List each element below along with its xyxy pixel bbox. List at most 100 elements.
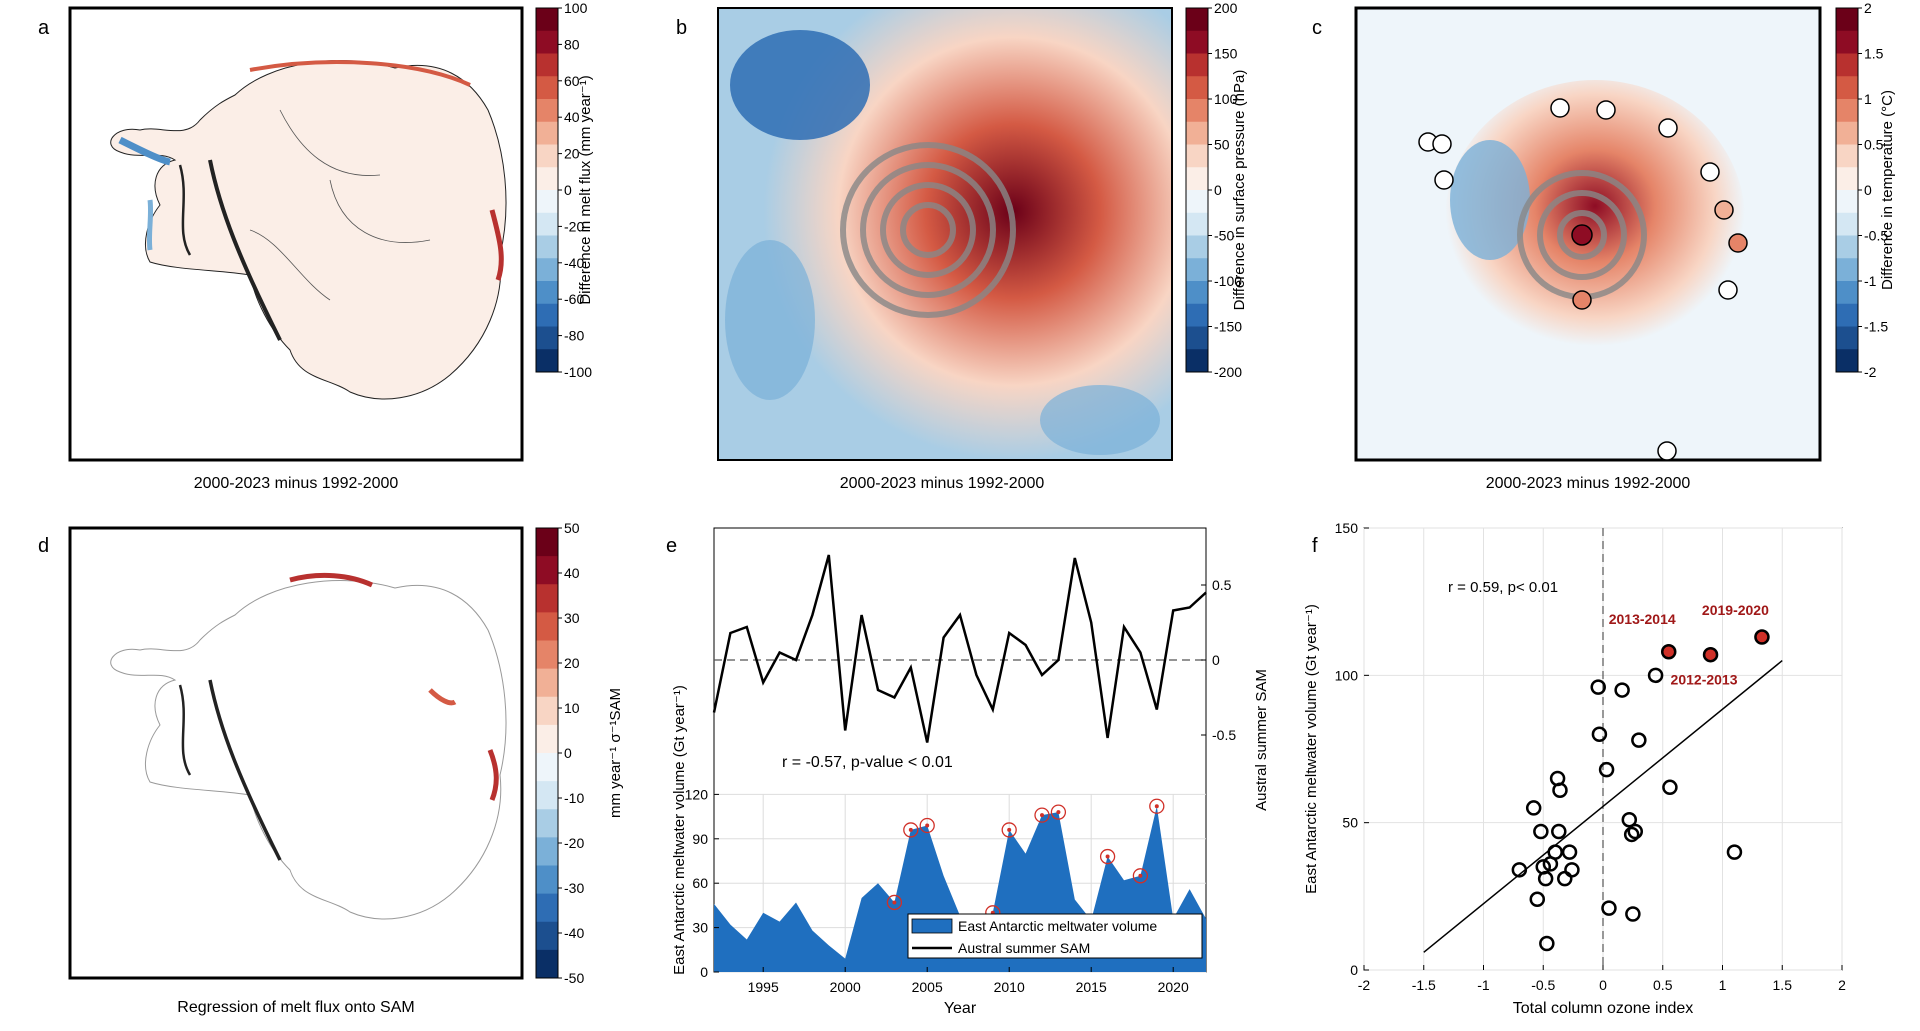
highlight-point — [1154, 804, 1159, 809]
colorbar-a-segment — [536, 167, 558, 191]
scatter-point — [1598, 761, 1615, 778]
colorbar-b-segment — [1186, 349, 1208, 373]
antarctica-landmass-a — [110, 60, 507, 400]
scatter-point — [1726, 844, 1743, 860]
scatter-point — [1529, 891, 1546, 908]
colorbar-a-tick-label: 0 — [564, 182, 572, 198]
colorbar-b-segment — [1186, 53, 1208, 77]
highlighted-point-label: 2012-2013 — [1671, 672, 1738, 688]
colorbar-b-segment — [1186, 76, 1208, 100]
panel-e-xtick-label: 2020 — [1158, 979, 1189, 995]
colorbar-a-tick-label: 80 — [564, 36, 580, 52]
panel-e-ytick-label: 90 — [692, 831, 708, 847]
colorbar-d-segment — [536, 696, 558, 726]
panel-b-map — [717, 7, 1173, 461]
colorbar-b-label: Difference in surface pressure (hPa) — [1231, 70, 1248, 311]
panel-letter-f: f — [1312, 535, 1318, 557]
panel-e-xtick-label: 2005 — [912, 979, 943, 995]
colorbar-d-segment — [536, 753, 558, 782]
scatter-point — [1552, 782, 1568, 799]
colorbar-c-tick-label: -2 — [1864, 364, 1877, 380]
colorbar-d-segment — [536, 893, 558, 923]
panel-d-map — [68, 526, 524, 980]
highlight-point — [1105, 854, 1110, 859]
colorbar-a-segment — [536, 76, 558, 100]
highlighted-point-label: 2019-2020 — [1702, 602, 1769, 618]
colorbar-d-segment — [536, 921, 558, 951]
highlight-circle — [1050, 804, 1067, 820]
colorbar-d-tick-label: 20 — [564, 655, 580, 671]
highlight-point — [925, 823, 930, 828]
scatter-point — [1621, 811, 1638, 828]
panel-e-xtick-label: 2015 — [1076, 979, 1107, 995]
highlight-point — [892, 900, 897, 905]
highlighted-point-label: 2013-2014 — [1609, 611, 1676, 627]
colorbar-d-segment — [536, 865, 558, 895]
colorbar-d-tick-label: 10 — [564, 700, 580, 716]
colorbar-a-tick-label: -20 — [564, 218, 584, 234]
panel-e-legend: East Antarctic meltwater volume Austral … — [907, 913, 1203, 959]
panel-letter-a: a — [38, 17, 50, 39]
scatter-point — [1564, 862, 1580, 878]
panel-f-xlabel: Total column ozone index — [1513, 1000, 1694, 1017]
panel-letter-b: b — [676, 17, 687, 39]
panel-f-xtick-label: 2 — [1838, 977, 1846, 993]
panel-letter-d: d — [38, 535, 49, 557]
highlight-circle — [1001, 822, 1017, 838]
colorbar-b-segment — [1186, 99, 1208, 123]
colorbar-d-tick-label: 50 — [564, 520, 580, 536]
panel-f-ytick-label: 50 — [1342, 815, 1358, 831]
highlight-point — [1138, 873, 1143, 878]
colorbar-a-tick-label: -100 — [564, 364, 592, 380]
colorbar-b-segment — [1186, 235, 1208, 259]
panel-f-ytick-label: 0 — [1350, 962, 1358, 978]
colorbar-b-segment — [1186, 303, 1208, 327]
colorbar-c-segment — [1836, 303, 1858, 327]
panel-a-map — [68, 6, 524, 462]
panel-f-ylabel: East Antarctic meltwater volume (Gt year… — [1303, 604, 1320, 894]
colorbar-c-segment — [1836, 281, 1858, 305]
highlight-point — [1056, 810, 1061, 815]
colorbar-a-segment — [536, 303, 558, 327]
panel-f-ytick-label: 150 — [1335, 520, 1359, 536]
colorbar-c-label: Difference in temperature (°C) — [1879, 90, 1896, 290]
highlight-circle — [903, 822, 919, 838]
highlight-circle — [886, 894, 903, 911]
colorbar-c-segment — [1836, 258, 1858, 282]
panel-d-caption: Regression of melt flux onto SAM — [177, 999, 414, 1016]
colorbar-b-tick-label: 0 — [1214, 182, 1222, 198]
colorbar-a-segment — [536, 281, 558, 305]
colorbar-c-segment — [1836, 144, 1858, 168]
colorbar-c-segment — [1836, 30, 1858, 54]
colorbar-d-segment — [536, 949, 558, 979]
panel-e-ytick-label: 60 — [692, 875, 708, 891]
panel-f-xtick-label: 1.5 — [1773, 977, 1793, 993]
highlight-point — [908, 827, 913, 832]
panel-e-annotation: r = -0.57, p-value < 0.01 — [782, 754, 953, 771]
colorbar-c-tick-label: -1 — [1864, 273, 1877, 289]
scatter-point — [1561, 844, 1578, 860]
colorbar-c-segment — [1836, 235, 1858, 259]
panel-f-ytick-label: 100 — [1335, 667, 1359, 683]
highlight-circle — [919, 817, 935, 834]
colorbar-c-segment — [1836, 167, 1858, 191]
legend-label-meltwater: East Antarctic meltwater volume — [958, 918, 1157, 934]
panel-f-xtick-label: 0 — [1599, 977, 1607, 993]
panel-e-chart: 1995 2000 2005 2010 2015 2020 0 30 60 90 120 -0.5 0 0… — [671, 527, 1270, 1017]
colorbar-a-segment — [536, 121, 558, 145]
panel-f-xtick-label: 0.5 — [1653, 977, 1673, 993]
scatter-point — [1525, 800, 1542, 816]
panel-e-ytick-label: 30 — [692, 920, 708, 936]
panel-f-xtick-label: -1.5 — [1412, 977, 1436, 993]
colorbar-d-tick-label: -30 — [564, 880, 584, 896]
colorbar-d-tick-label: 40 — [564, 565, 580, 581]
panel-a-caption: 2000-2023 minus 1992-2000 — [194, 475, 399, 492]
panel-letter-e: e — [666, 535, 677, 557]
colorbar-a-tick-label: -40 — [564, 255, 584, 271]
colorbar-d-segment — [536, 528, 558, 557]
panel-c-caption: 2000-2023 minus 1992-2000 — [1486, 475, 1691, 492]
colorbar-a-segment — [536, 30, 558, 54]
colorbar-c-tick-label: 0.5 — [1864, 137, 1884, 153]
antarctica-landmass-d — [110, 580, 507, 920]
